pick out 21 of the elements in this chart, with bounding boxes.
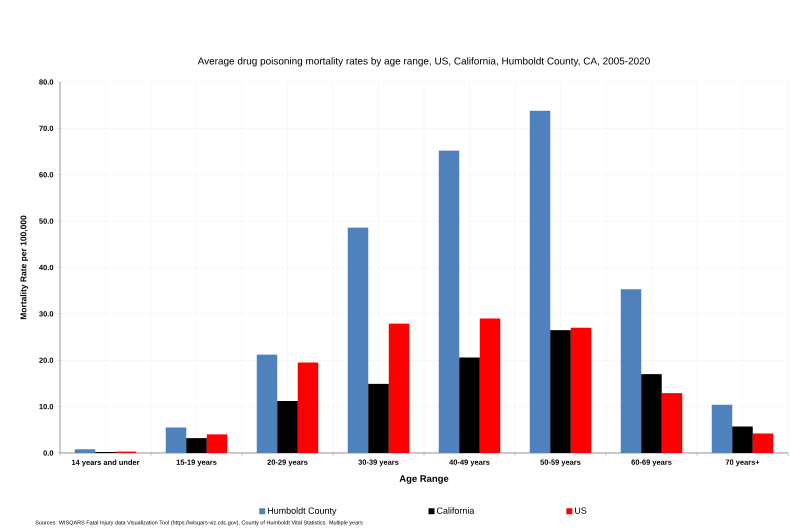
bar <box>166 427 186 453</box>
legend-label: Humboldt County <box>268 507 336 516</box>
legend-label: US <box>575 507 586 514</box>
legend-label: California <box>436 507 474 514</box>
bar <box>388 324 410 453</box>
bar <box>256 354 278 453</box>
bar <box>298 362 318 453</box>
bar <box>620 289 642 453</box>
bar <box>662 393 682 453</box>
bar <box>348 228 368 453</box>
chart-title: Average drug poisoning mortality rates by age range, US, California, Humboldt County, CA, 2005-2020 <box>198 57 650 66</box>
bar <box>206 434 228 453</box>
x-axis-title: Age Range <box>400 475 448 484</box>
bar <box>74 449 96 453</box>
bar <box>712 404 732 453</box>
y-axis-title: Mortality Rate per 100,000 <box>20 216 28 320</box>
bar <box>530 110 550 453</box>
bar <box>438 150 460 453</box>
bar <box>570 328 592 453</box>
bar <box>480 318 500 453</box>
bar <box>752 434 774 453</box>
